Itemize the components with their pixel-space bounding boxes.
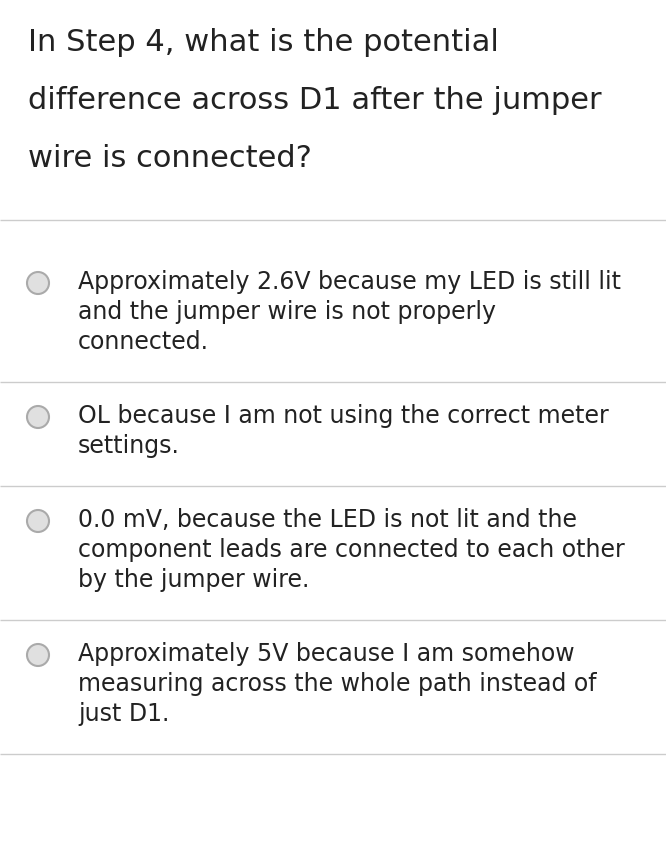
Text: 0.0 mV, because the LED is not lit and the: 0.0 mV, because the LED is not lit and t…: [78, 508, 577, 532]
Text: connected.: connected.: [78, 330, 209, 354]
Text: just D1.: just D1.: [78, 702, 169, 726]
Text: Approximately 5V because I am somehow: Approximately 5V because I am somehow: [78, 642, 575, 666]
Text: wire is connected?: wire is connected?: [28, 144, 312, 173]
Circle shape: [27, 510, 49, 532]
Circle shape: [27, 644, 49, 666]
Text: settings.: settings.: [78, 434, 180, 458]
Text: OL because I am not using the correct meter: OL because I am not using the correct me…: [78, 404, 609, 428]
Text: In Step 4, what is the potential: In Step 4, what is the potential: [28, 28, 499, 57]
Text: by the jumper wire.: by the jumper wire.: [78, 568, 310, 592]
Text: difference across D1 after the jumper: difference across D1 after the jumper: [28, 86, 601, 115]
Circle shape: [27, 406, 49, 428]
Text: measuring across the whole path instead of: measuring across the whole path instead …: [78, 672, 597, 696]
Text: and the jumper wire is not properly: and the jumper wire is not properly: [78, 300, 496, 324]
Text: Approximately 2.6V because my LED is still lit: Approximately 2.6V because my LED is sti…: [78, 270, 621, 294]
Circle shape: [27, 272, 49, 294]
Text: component leads are connected to each other: component leads are connected to each ot…: [78, 538, 625, 562]
